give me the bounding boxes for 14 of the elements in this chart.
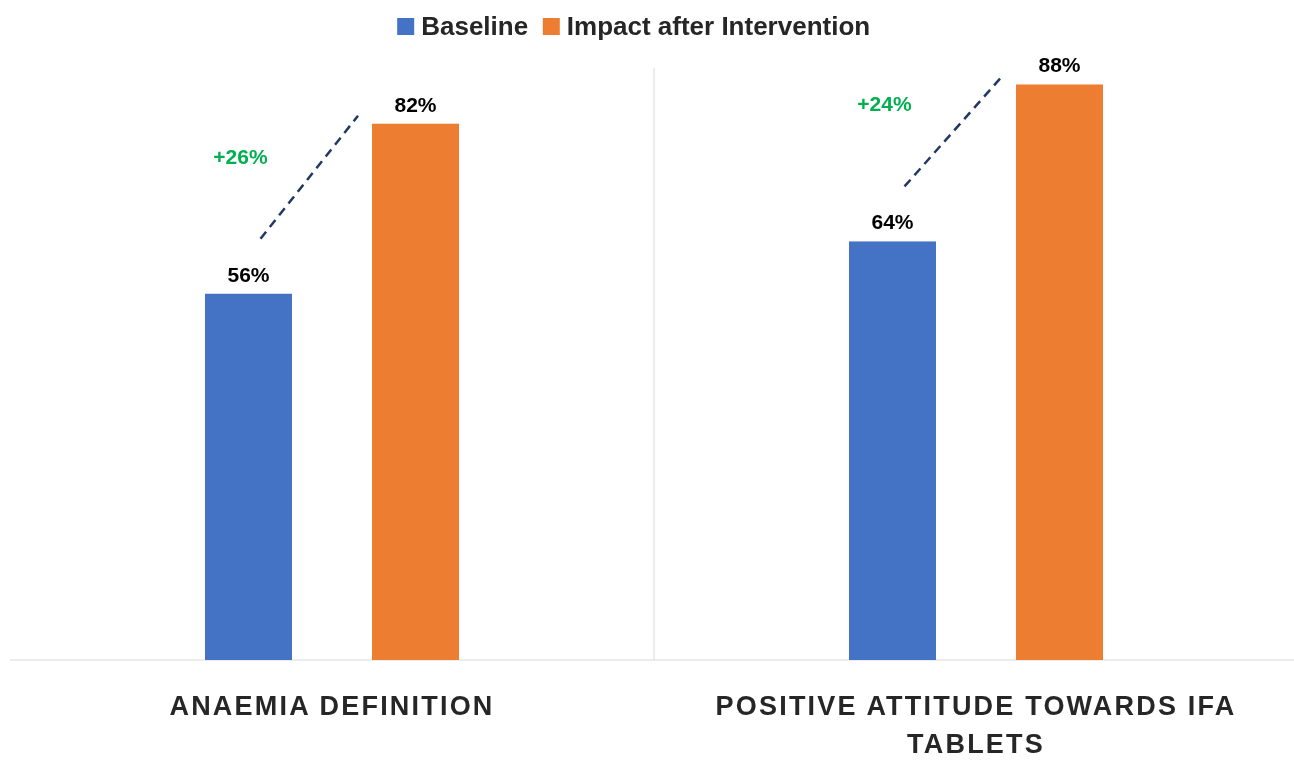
annotation: +26% bbox=[213, 144, 268, 168]
x-tick-label: ANAEMIA DEFINITION bbox=[169, 691, 495, 721]
legend-label: Impact after Intervention bbox=[566, 11, 871, 41]
bar bbox=[205, 293, 292, 660]
data-label: 82% bbox=[394, 92, 437, 116]
legend-label: Baseline bbox=[421, 11, 529, 41]
bar bbox=[372, 123, 459, 660]
annotation: +24% bbox=[857, 92, 912, 116]
data-label: 56% bbox=[227, 262, 270, 286]
x-tick-label: POSITIVE ATTITUDE TOWARDS IFA TABLETS bbox=[715, 691, 1237, 759]
data-label: 64% bbox=[871, 210, 914, 234]
bar bbox=[849, 241, 936, 660]
data-label: 88% bbox=[1038, 53, 1081, 77]
bar bbox=[1016, 84, 1103, 660]
